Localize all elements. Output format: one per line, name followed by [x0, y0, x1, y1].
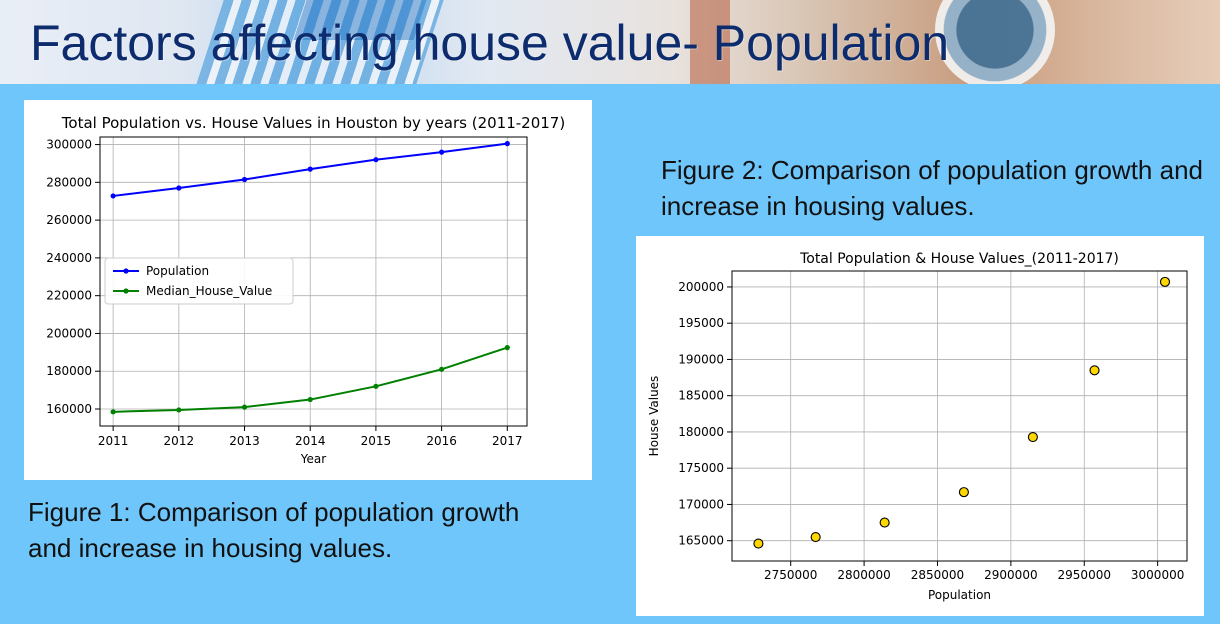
- legend-marker: [123, 288, 129, 294]
- x-tick-label: 2012: [164, 434, 195, 448]
- y-tick-label: 185000: [678, 389, 724, 403]
- scatter-point: [1089, 365, 1100, 376]
- x-axis-label: Year: [300, 452, 326, 466]
- data-point: [373, 383, 379, 389]
- y-tick-label: 300000: [46, 138, 92, 152]
- legend-label: Population: [146, 264, 209, 278]
- banner-decoration: [690, 0, 730, 84]
- slide-title: Factors affecting house value- Populatio…: [30, 15, 950, 71]
- x-tick-label: 3000000: [1131, 568, 1184, 582]
- data-point: [241, 404, 248, 410]
- y-tick-label: 220000: [46, 289, 92, 303]
- y-tick-label: 190000: [678, 352, 724, 366]
- chart-title: Total Population vs. House Values in Hou…: [61, 114, 565, 132]
- y-tick-label: 160000: [46, 402, 92, 416]
- scatter-point: [1159, 276, 1171, 287]
- banner-decoration: [935, 0, 1055, 84]
- data-point: [504, 141, 510, 147]
- legend-label: Median_House_Value: [146, 284, 272, 298]
- data-point: [241, 176, 248, 183]
- data-point: [504, 345, 510, 351]
- y-tick-label: 180000: [678, 425, 724, 439]
- y-tick-label: 175000: [678, 461, 724, 475]
- chart-title: Total Population & House Values_(2011-20…: [799, 251, 1119, 267]
- data-point: [373, 157, 379, 163]
- scatter-chart: Total Population & House Values_(2011-20…: [647, 251, 1188, 602]
- y-tick-label: 200000: [678, 280, 724, 294]
- scatter-point: [753, 538, 764, 549]
- data-point: [307, 396, 313, 403]
- data-point: [176, 185, 182, 191]
- legend-box: [104, 257, 294, 305]
- x-tick-label: 2900000: [984, 568, 1037, 582]
- data-point: [110, 409, 116, 415]
- plot-frame: [99, 136, 528, 427]
- scatter-point: [879, 517, 890, 528]
- plot-frame: [731, 270, 1188, 562]
- x-tick-label: 2013: [229, 434, 260, 448]
- y-axis-label: House Values: [647, 376, 661, 457]
- y-tick-label: 180000: [46, 364, 92, 378]
- figure-2-panel: Total Population & House Values_(2011-20…: [636, 236, 1204, 616]
- x-tick-label: 2017: [492, 434, 523, 448]
- y-tick-label: 170000: [678, 497, 724, 511]
- x-tick-label: 2850000: [911, 568, 964, 582]
- x-tick-label: 2011: [98, 434, 129, 448]
- y-tick-label: 195000: [678, 316, 724, 330]
- data-point: [307, 166, 313, 172]
- x-tick-label: 2015: [361, 434, 392, 448]
- data-point: [439, 149, 445, 155]
- x-tick-label: 2800000: [837, 568, 890, 582]
- figure-1-panel: Total Population vs. House Values in Hou…: [24, 100, 592, 480]
- data-point: [176, 407, 182, 413]
- figure-1-caption: Figure 1: Comparison of population growt…: [28, 497, 520, 563]
- x-tick-label: 2016: [426, 434, 457, 448]
- y-tick-label: 165000: [678, 534, 724, 548]
- scatter-point: [1027, 431, 1038, 443]
- figure-2-caption: Figure 2: Comparison of population growt…: [661, 155, 1203, 221]
- x-tick-label: 2750000: [764, 568, 817, 582]
- y-tick-label: 260000: [46, 213, 92, 227]
- data-point: [110, 193, 116, 199]
- line-chart: Total Population vs. House Values in Hou…: [46, 114, 565, 466]
- data-point: [439, 366, 445, 372]
- x-tick-label: 2950000: [1058, 568, 1111, 582]
- title-banner: Factors affecting house value- Populatio…: [0, 0, 1220, 84]
- x-tick-label: 2014: [295, 434, 326, 448]
- legend-marker: [123, 268, 129, 274]
- scatter-point: [958, 487, 969, 498]
- x-axis-label: Population: [928, 588, 991, 602]
- y-tick-label: 240000: [46, 251, 92, 265]
- y-tick-label: 280000: [46, 175, 92, 189]
- y-tick-label: 200000: [46, 326, 92, 340]
- scatter-point: [810, 532, 821, 543]
